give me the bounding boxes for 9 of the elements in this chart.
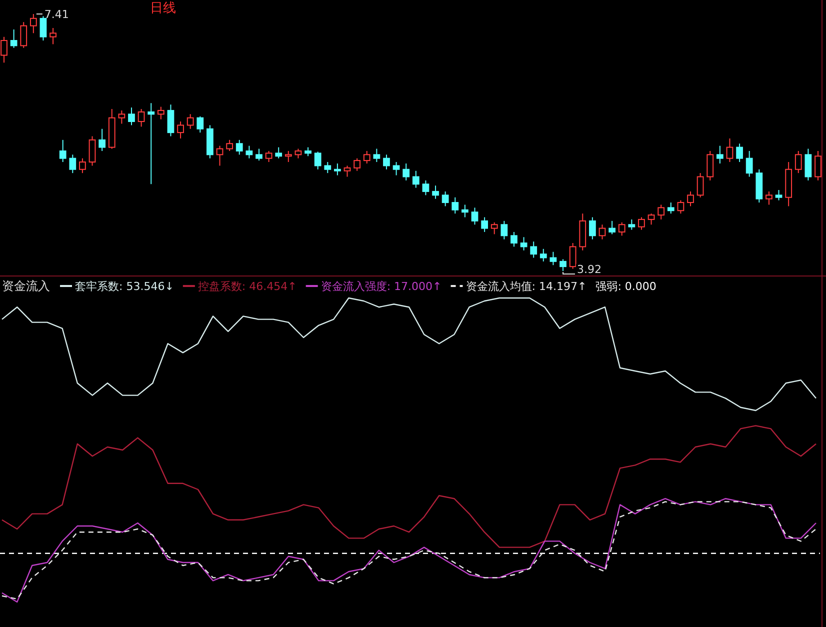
- legend-item: 资金流入均值: 14.197↑: [450, 280, 587, 293]
- legend-item: 控盘系数: 46.454↑: [182, 280, 297, 293]
- annotation: 3.92: [577, 263, 602, 276]
- legend-item: 套牢系数: 53.546↓: [60, 280, 174, 293]
- legend-item: 资金流入强度: 17.000↑: [306, 280, 442, 293]
- chart-title: 资金流入: [2, 279, 50, 293]
- annotation: 7.41: [44, 8, 69, 21]
- text: 强弱: 0.000: [596, 280, 656, 293]
- chart-title: 日线: [150, 1, 176, 16]
